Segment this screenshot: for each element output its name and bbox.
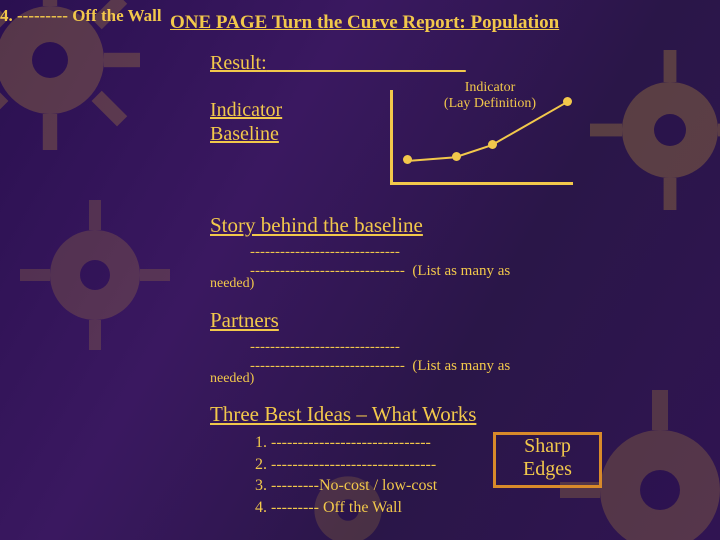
story-dashes-2-text: -------------------------------	[250, 263, 405, 279]
result-line: Result: ________________	[210, 52, 466, 75]
idea-3: 3. ---------No-cost / low-cost	[255, 475, 437, 497]
chart-line-segment	[407, 156, 456, 162]
sharp-edges-box: Sharp Edges	[493, 432, 602, 488]
chart-point	[452, 152, 461, 161]
indicator-chart: Indicator (Lay Definition)	[380, 80, 580, 185]
chart-point	[403, 155, 412, 164]
result-label: Result:	[210, 52, 267, 74]
partners-note: (List as many as	[412, 358, 510, 374]
chart-axes	[390, 90, 573, 185]
partners-needed: needed)	[210, 370, 254, 388]
story-needed: needed)	[210, 275, 254, 293]
story-note: (List as many as	[412, 263, 510, 279]
indicator-heading-line1: Indicator	[210, 98, 282, 122]
indicator-heading-line2: Baseline	[210, 122, 282, 146]
story-dashes-2: ------------------------------- (List as…	[250, 262, 650, 281]
sharp-edges-line2: Edges	[496, 458, 599, 481]
slide-stage: 4. --------- Off the Wall ONE PAGE Turn …	[0, 0, 720, 540]
indicator-baseline-heading: Indicator Baseline	[210, 98, 282, 146]
chart-point	[563, 97, 572, 106]
result-blank: ________________	[267, 52, 466, 74]
slide-content: 4. --------- Off the Wall ONE PAGE Turn …	[0, 0, 720, 540]
story-dashes-block: ------------------------------ ---------…	[250, 243, 650, 281]
idea-2: 2. -------------------------------	[255, 454, 437, 476]
partners-dashes-2-text: -------------------------------	[250, 358, 405, 374]
chart-point	[488, 140, 497, 149]
ideas-heading: Three Best Ideas – What Works	[210, 402, 476, 427]
partners-heading: Partners	[210, 308, 279, 333]
sharp-edges-line1: Sharp	[496, 435, 599, 458]
partners-dashes-block: ------------------------------ ---------…	[250, 338, 650, 376]
chart-line-segment	[492, 101, 569, 146]
story-dashes-1: ------------------------------	[250, 243, 650, 262]
page-title: ONE PAGE Turn the Curve Report: Populati…	[170, 12, 710, 34]
idea-4: 4. --------- Off the Wall	[255, 497, 437, 519]
ideas-list: 1. ------------------------------ 2. ---…	[255, 432, 437, 518]
story-heading: Story behind the baseline	[210, 213, 423, 238]
partners-dashes-2: ------------------------------- (List as…	[250, 357, 650, 376]
partners-dashes-1: ------------------------------	[250, 338, 650, 357]
chart-line-segment	[456, 144, 493, 158]
idea-1: 1. ------------------------------	[255, 432, 437, 454]
